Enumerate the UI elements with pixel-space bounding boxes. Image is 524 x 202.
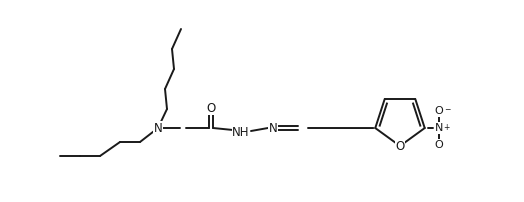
Text: N: N <box>269 121 277 135</box>
Text: O: O <box>396 140 405 153</box>
Text: O: O <box>434 106 443 116</box>
Text: NH: NH <box>232 126 250 140</box>
Text: N: N <box>154 121 162 135</box>
Text: −: − <box>444 105 450 115</box>
Text: O: O <box>206 101 215 115</box>
Text: +: + <box>443 123 449 132</box>
Text: N: N <box>434 123 443 133</box>
Text: O: O <box>434 140 443 150</box>
